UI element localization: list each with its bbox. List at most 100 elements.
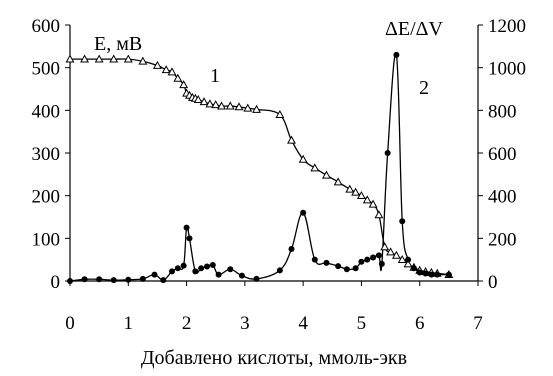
series-1-point <box>386 247 396 256</box>
series-2-point <box>428 271 435 278</box>
series-1-point <box>161 65 171 74</box>
series-1-point <box>356 191 366 200</box>
series-1-point <box>298 154 308 163</box>
series-1-point <box>275 109 285 118</box>
series-2-point <box>209 262 216 268</box>
series-1-point <box>152 60 162 69</box>
curve-label-2: 2 <box>419 77 429 99</box>
x-tick-label: 2 <box>182 313 192 334</box>
y-left-axis-label: E, мВ <box>94 33 142 55</box>
series-1-point <box>225 101 235 110</box>
series-2-point <box>300 209 307 216</box>
series-1-point <box>397 255 407 264</box>
series-2-point <box>160 277 167 284</box>
series-1-point <box>109 54 119 63</box>
series-1-point <box>193 95 203 104</box>
series-1-point <box>368 199 378 208</box>
y-right-tick-label: 0 <box>488 272 498 293</box>
x-tick-label: 3 <box>240 313 250 334</box>
y-right-ticks: 0 200 400 600 800 1000 1200 <box>478 16 526 293</box>
series-1-point <box>138 56 148 65</box>
series-1-point <box>167 67 177 76</box>
series-2-point <box>434 271 441 278</box>
series-2-point <box>399 218 406 225</box>
series-1-point <box>391 250 401 259</box>
series-2-point <box>445 271 452 278</box>
series-2-point <box>375 252 382 259</box>
x-tick-label: 0 <box>65 313 75 334</box>
series-1-point <box>80 54 90 63</box>
series-2-point <box>358 258 365 265</box>
series-lines <box>69 52 449 282</box>
y-right-tick-label: 1000 <box>488 59 526 80</box>
series-markers <box>65 51 454 284</box>
series-2-point <box>67 278 73 284</box>
series-1-point <box>345 184 355 193</box>
y-left-ticks: 0 100 200 300 400 500 600 <box>32 16 70 293</box>
series-1-point <box>287 135 296 144</box>
curve-label-1: 1 <box>210 65 220 87</box>
y-right-tick-label: 600 <box>488 144 517 165</box>
series-2-point <box>276 267 283 274</box>
series-2-point <box>203 263 210 270</box>
series-1-point <box>65 54 75 63</box>
series-2-point <box>311 256 318 263</box>
series-2-point <box>169 268 175 275</box>
series-1-point <box>205 99 215 108</box>
series-2-point <box>183 224 190 231</box>
series-2-line <box>69 52 449 282</box>
series-2-point <box>416 269 423 276</box>
series-1-point <box>94 54 104 63</box>
series-1-point <box>403 259 413 268</box>
series-2-point <box>410 265 417 272</box>
series-1-point <box>199 97 209 106</box>
y-left-tick-label: 600 <box>32 16 61 37</box>
series-2-point <box>378 260 385 267</box>
series-2-point <box>238 272 245 279</box>
y-right-tick-label: 800 <box>488 101 517 122</box>
series-2-point <box>215 271 222 278</box>
series-1-point <box>333 177 343 186</box>
series-2-point <box>125 276 132 283</box>
series-2-point <box>253 275 260 282</box>
series-1-point <box>123 54 133 63</box>
x-ticks: 0 1 2 3 4 5 6 7 <box>65 281 483 334</box>
series-2-point <box>110 277 117 284</box>
x-tick-label: 5 <box>357 313 367 334</box>
y-left-tick-label: 400 <box>32 101 61 122</box>
series-2-point <box>335 263 342 270</box>
series-1-point <box>362 195 372 204</box>
x-tick-label: 4 <box>298 313 308 334</box>
y-right-axis-label: ΔE/ΔV <box>385 18 443 40</box>
series-1-point <box>234 102 244 111</box>
y-right-tick-label: 200 <box>488 229 517 250</box>
series-2-point <box>151 271 158 278</box>
x-axis-label: Добавлено кислоты, ммоль-экв <box>141 347 407 369</box>
series-2-point <box>186 235 193 242</box>
series-2-point <box>384 150 391 156</box>
x-tick-label: 1 <box>124 313 134 334</box>
series-1-point <box>243 103 253 112</box>
series-1-point <box>374 210 384 219</box>
series-2-point <box>174 265 181 272</box>
series-2-point <box>352 265 359 272</box>
series-2-point <box>81 276 88 283</box>
y-left-tick-label: 500 <box>32 59 61 80</box>
series-2-point <box>323 259 330 266</box>
y-right-tick-label: 1200 <box>488 16 526 37</box>
series-2-point <box>96 276 103 283</box>
y-right-tick-label: 400 <box>488 187 517 208</box>
series-2-point <box>393 51 400 58</box>
series-2-point <box>180 262 187 269</box>
series-1-point <box>310 163 320 172</box>
x-tick-label: 6 <box>415 313 425 334</box>
y-left-tick-label: 0 <box>51 272 61 293</box>
series-1-point <box>351 187 361 196</box>
series-2-point <box>227 266 234 273</box>
series-2-point <box>343 266 350 273</box>
series-2-point <box>422 270 429 277</box>
series-2-point <box>139 275 146 282</box>
series-2-point <box>198 265 205 272</box>
series-2-point <box>192 268 199 275</box>
